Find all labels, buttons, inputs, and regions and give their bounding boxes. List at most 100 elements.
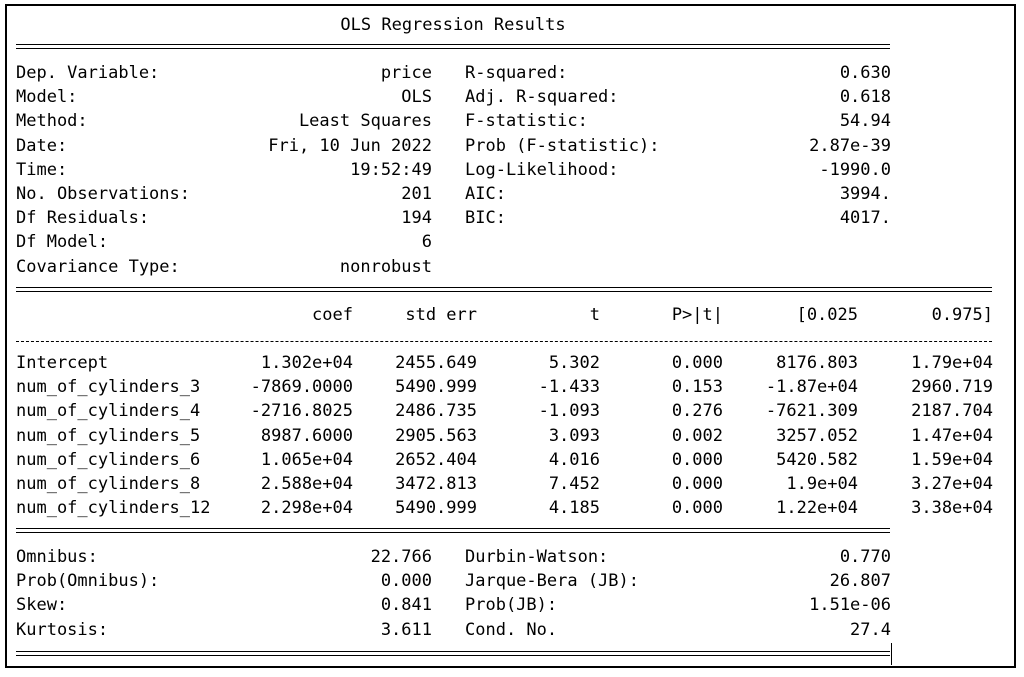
separator-coef-bottom xyxy=(16,528,890,533)
separator-top xyxy=(16,44,890,49)
diag-label: Skew: xyxy=(16,595,68,616)
coef-row-name: num_of_cylinders_6 xyxy=(16,449,201,470)
coef-row-name: num_of_cylinders_3 xyxy=(16,377,201,398)
diag-stat-value: 0.770 xyxy=(839,547,891,567)
coef-cell: 0.153 xyxy=(671,377,723,398)
text-cursor xyxy=(891,643,892,665)
info-value: price xyxy=(380,63,432,83)
coef-header: P>|t| xyxy=(671,305,723,325)
coef-header: t xyxy=(589,305,600,325)
stat-value: -1990.0 xyxy=(819,159,891,180)
coef-header: std err xyxy=(405,305,477,325)
stat-label: BIC: xyxy=(465,208,506,229)
info-value: 201 xyxy=(401,184,432,204)
coef-cell: -2716.8025 xyxy=(250,401,353,422)
coef-cell: 5420.582 xyxy=(776,449,858,470)
info-label: No. Observations: xyxy=(16,184,190,204)
coef-header: 0.975] xyxy=(931,305,993,325)
info-value: 6 xyxy=(421,232,432,253)
coef-header: coef xyxy=(312,305,353,325)
info-label: Time: xyxy=(16,159,68,180)
coef-cell: 1.302e+04 xyxy=(260,353,353,373)
coef-cell: 2960.719 xyxy=(911,377,993,398)
separator-coef-header xyxy=(16,341,992,342)
coef-cell: -7869.0000 xyxy=(250,377,353,398)
coef-cell: -1.093 xyxy=(538,401,600,422)
coef-cell: 3.38e+04 xyxy=(911,498,993,519)
stat-label: AIC: xyxy=(465,184,506,204)
info-value: Least Squares xyxy=(298,111,432,132)
info-label: Method: xyxy=(16,111,88,132)
stat-value: 2.87e-39 xyxy=(809,135,891,156)
coef-cell: 1.59e+04 xyxy=(911,449,993,470)
coef-cell: 1.47e+04 xyxy=(911,425,993,446)
ols-summary-panel xyxy=(5,4,1016,668)
info-label: Date: xyxy=(16,135,68,156)
info-label: Covariance Type: xyxy=(16,256,180,277)
coef-cell: 2187.704 xyxy=(911,401,993,422)
coef-header: [0.025 xyxy=(796,305,858,325)
stat-label: Prob (F-statistic): xyxy=(465,135,660,156)
coef-cell: 3257.052 xyxy=(776,425,858,446)
coef-cell: 0.000 xyxy=(671,498,723,519)
diag-stat-value: 1.51e-06 xyxy=(809,595,891,616)
coef-cell: 1.22e+04 xyxy=(776,498,858,519)
coef-cell: 4.016 xyxy=(548,449,600,470)
coef-cell: -1.433 xyxy=(538,377,600,398)
coef-cell: 3.27e+04 xyxy=(911,474,993,494)
coef-cell: 2486.735 xyxy=(395,401,477,422)
diag-value: 0.841 xyxy=(380,595,432,616)
info-label: Model: xyxy=(16,87,78,108)
info-value: Fri, 10 Jun 2022 xyxy=(268,135,432,156)
stat-value: 0.630 xyxy=(839,63,891,83)
coef-cell: 2905.563 xyxy=(395,425,477,446)
diag-label: Prob(Omnibus): xyxy=(16,571,160,592)
diag-stat-label: Jarque-Bera (JB): xyxy=(465,571,639,592)
coef-cell: 1.065e+04 xyxy=(260,449,353,470)
coef-cell: -1.87e+04 xyxy=(765,377,858,398)
coef-cell: 8987.6000 xyxy=(260,425,353,446)
stat-label: Log-Likelihood: xyxy=(465,159,619,180)
stat-value: 0.618 xyxy=(839,87,891,108)
coef-cell: 7.452 xyxy=(548,474,600,494)
coef-cell: 0.000 xyxy=(671,474,723,494)
coef-cell: 5490.999 xyxy=(395,498,477,519)
coef-row-name: num_of_cylinders_5 xyxy=(16,425,201,446)
coef-cell: 0.276 xyxy=(671,401,723,422)
diag-stat-label: Cond. No. xyxy=(465,619,558,640)
info-value: nonrobust xyxy=(339,256,432,277)
diag-label: Omnibus: xyxy=(16,547,98,567)
diag-stat-value: 26.807 xyxy=(829,571,891,592)
coef-cell: 3472.813 xyxy=(395,474,477,494)
coef-cell: 2652.404 xyxy=(395,449,477,470)
coef-cell: 5.302 xyxy=(548,353,600,373)
coef-cell: 5490.999 xyxy=(395,377,477,398)
coef-cell: 4.185 xyxy=(548,498,600,519)
coef-cell: 2.588e+04 xyxy=(260,474,353,494)
coef-cell: 0.000 xyxy=(671,353,723,373)
diag-value: 0.000 xyxy=(380,571,432,592)
stat-value: 54.94 xyxy=(839,111,891,132)
diag-stat-label: Durbin-Watson: xyxy=(465,547,609,567)
coef-cell: 3.093 xyxy=(548,425,600,446)
stat-label: F-statistic: xyxy=(465,111,588,132)
coef-cell: -7621.309 xyxy=(765,401,858,422)
info-label: Df Model: xyxy=(16,232,109,253)
coef-cell: 2.298e+04 xyxy=(260,498,353,519)
info-value: 19:52:49 xyxy=(350,159,432,180)
coef-cell: 1.9e+04 xyxy=(786,474,858,494)
stat-label: Adj. R-squared: xyxy=(465,87,619,108)
info-value: OLS xyxy=(401,87,432,108)
info-label: Dep. Variable: xyxy=(16,63,160,83)
diag-stat-value: 27.4 xyxy=(850,619,891,640)
coef-row-name: num_of_cylinders_12 xyxy=(16,498,211,519)
separator-end xyxy=(16,651,890,656)
coef-cell: 8176.803 xyxy=(776,353,858,373)
coef-row-name: num_of_cylinders_8 xyxy=(16,474,201,494)
diag-value: 22.766 xyxy=(370,547,432,567)
diag-label: Kurtosis: xyxy=(16,619,109,640)
diag-stat-label: Prob(JB): xyxy=(465,595,558,616)
info-value: 194 xyxy=(401,208,432,229)
coef-row-name: num_of_cylinders_4 xyxy=(16,401,201,422)
summary-title: OLS Regression Results xyxy=(340,15,566,35)
